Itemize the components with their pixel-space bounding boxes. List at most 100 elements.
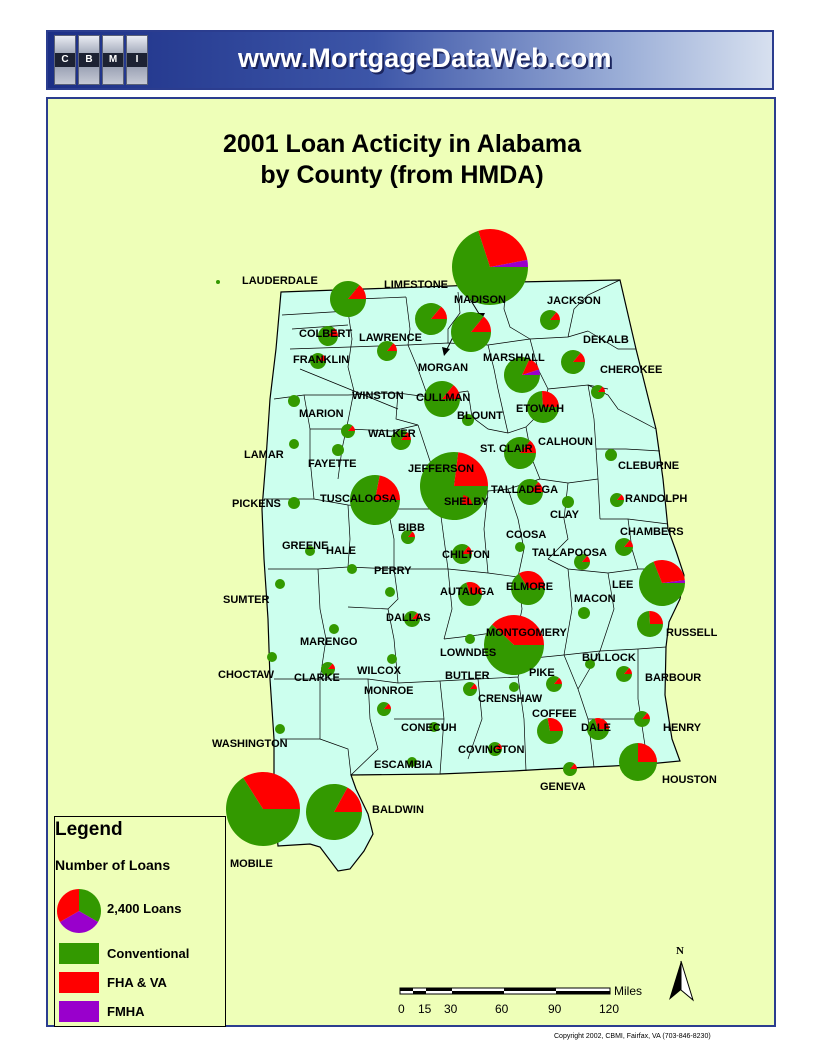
site-header: C B M I www.MortgageDataWeb.com bbox=[46, 30, 774, 90]
county-pie bbox=[462, 414, 474, 426]
county-pie bbox=[329, 624, 339, 634]
pie-slice-fha-va bbox=[554, 677, 562, 684]
county-pie bbox=[562, 496, 574, 508]
site-url: www.MortgageDataWeb.com bbox=[238, 43, 612, 73]
county-pie bbox=[615, 538, 633, 557]
pie-slice-conventional bbox=[586, 718, 609, 741]
pie-slice-fha-va bbox=[582, 555, 590, 562]
pie-slice-conventional bbox=[451, 311, 491, 352]
county-pie bbox=[415, 302, 447, 335]
scale-bar: 0 15 30 60 90 120 Miles bbox=[398, 984, 642, 1016]
pie-slice-conventional bbox=[288, 497, 300, 509]
county-pie bbox=[288, 497, 300, 509]
pie-slice-fha-va bbox=[547, 717, 563, 731]
pie-slice-conventional bbox=[634, 711, 650, 728]
county-label: LOWNDES bbox=[440, 647, 496, 659]
logo-letter: B bbox=[79, 53, 99, 67]
county-pie bbox=[484, 614, 544, 675]
pie-slice-conventional bbox=[574, 554, 590, 571]
pie-slice-conventional bbox=[404, 611, 420, 628]
county-label: CHEROKEE bbox=[600, 364, 662, 376]
pie-slice-conventional bbox=[509, 682, 519, 692]
county-pie bbox=[424, 381, 460, 418]
pie-slice-fha-va bbox=[318, 354, 326, 361]
county-label: AUTAUGA bbox=[440, 586, 494, 598]
alabama-map: LAUDERDALE LIMESTONE MADISON JACKSON COLBERT… bbox=[212, 229, 718, 1016]
scale-tick-label: 90 bbox=[548, 1002, 562, 1016]
county-pie bbox=[341, 424, 355, 439]
pie-slice-fha-va bbox=[570, 763, 577, 769]
county-pie bbox=[637, 611, 664, 638]
county-label: CULLMAN bbox=[416, 392, 470, 404]
pie-slice-conventional bbox=[527, 391, 559, 423]
county-label: PERRY bbox=[374, 565, 412, 577]
county-pie bbox=[574, 554, 590, 571]
map-title-line-2: by County (from HMDA) bbox=[260, 161, 544, 189]
pie-slice-conventional bbox=[462, 414, 474, 426]
legend-swatch-fha-va bbox=[59, 972, 99, 993]
county-label: TUSCALOOSA bbox=[320, 493, 397, 505]
county-label: CLEBURNE bbox=[618, 460, 679, 472]
county-label: COVINGTON bbox=[458, 744, 524, 756]
pie-slice-conventional bbox=[452, 495, 472, 516]
county-pie bbox=[563, 762, 577, 777]
legend-label-fmha: FMHA bbox=[107, 1004, 145, 1019]
scale-tick-label: 0 bbox=[398, 1002, 405, 1016]
legend-title: Legend bbox=[55, 819, 123, 840]
scale-tick-label: 120 bbox=[599, 1002, 619, 1016]
county-pie bbox=[511, 571, 545, 606]
pie-slice-conventional bbox=[377, 340, 397, 361]
county-pie bbox=[634, 711, 650, 728]
pie-slice-conventional bbox=[578, 607, 590, 619]
county-pie bbox=[540, 309, 560, 330]
county-label: CALHOUN bbox=[538, 436, 593, 448]
logo-letter: C bbox=[55, 53, 75, 67]
county-label: BLOUNT bbox=[457, 410, 503, 422]
pie-slice-fha-va bbox=[454, 452, 488, 486]
pie-slice-conventional bbox=[452, 543, 472, 564]
pie-slice-conventional bbox=[341, 424, 355, 439]
pie-slice-conventional bbox=[488, 742, 502, 757]
county-pie bbox=[639, 560, 685, 607]
county-label: GREENE bbox=[282, 540, 328, 552]
pie-slice-conventional bbox=[329, 624, 339, 634]
county-label: CLARKE bbox=[294, 672, 340, 684]
pie-slice-conventional bbox=[267, 652, 277, 662]
pie-slice-conventional bbox=[484, 624, 544, 675]
alabama-state-shape bbox=[261, 279, 685, 872]
logo-block: M bbox=[102, 35, 124, 85]
legend-pie-fha-va bbox=[57, 889, 79, 922]
county-label: MARSHALL bbox=[483, 352, 545, 364]
county-pie bbox=[288, 395, 300, 407]
pie-slice-conventional bbox=[305, 546, 315, 556]
pie-slice-conventional bbox=[329, 281, 366, 318]
county-label: ETOWAH bbox=[516, 403, 564, 415]
legend-label-fha-va: FHA & VA bbox=[107, 975, 167, 990]
county-label: JACKSON bbox=[547, 295, 601, 307]
county-pie bbox=[216, 280, 220, 284]
scale-tick-label: 30 bbox=[444, 1002, 458, 1016]
county-pie bbox=[321, 662, 335, 677]
pie-slice-conventional bbox=[306, 783, 362, 840]
county-label: FAYETTE bbox=[308, 458, 357, 470]
county-label: JEFFERSON bbox=[408, 463, 474, 475]
county-pie bbox=[517, 478, 543, 505]
county-label-layer: LAUDERDALE LIMESTONE MADISON JACKSON COLBERT… bbox=[212, 275, 718, 870]
county-label: DEKALB bbox=[583, 334, 629, 346]
county-pie bbox=[452, 495, 472, 516]
legend-pie-conventional bbox=[79, 889, 101, 922]
county-label: ELMORE bbox=[506, 581, 553, 593]
county-label: DALLAS bbox=[386, 612, 431, 624]
pie-slice-conventional bbox=[465, 634, 475, 644]
county-label: MADISON bbox=[454, 294, 506, 306]
pie-slice-conventional bbox=[318, 325, 338, 346]
pie-slice-fha-va bbox=[470, 683, 477, 689]
county-label: LIMESTONE bbox=[384, 279, 448, 291]
county-pie bbox=[407, 757, 417, 767]
pie-slice-conventional bbox=[540, 309, 560, 330]
scale-segment bbox=[413, 991, 426, 994]
county-label: LAUDERDALE bbox=[242, 275, 318, 287]
county-label: WINSTON bbox=[352, 390, 404, 402]
county-label: BUTLER bbox=[445, 670, 490, 682]
pie-slice-fha-va bbox=[522, 358, 540, 375]
